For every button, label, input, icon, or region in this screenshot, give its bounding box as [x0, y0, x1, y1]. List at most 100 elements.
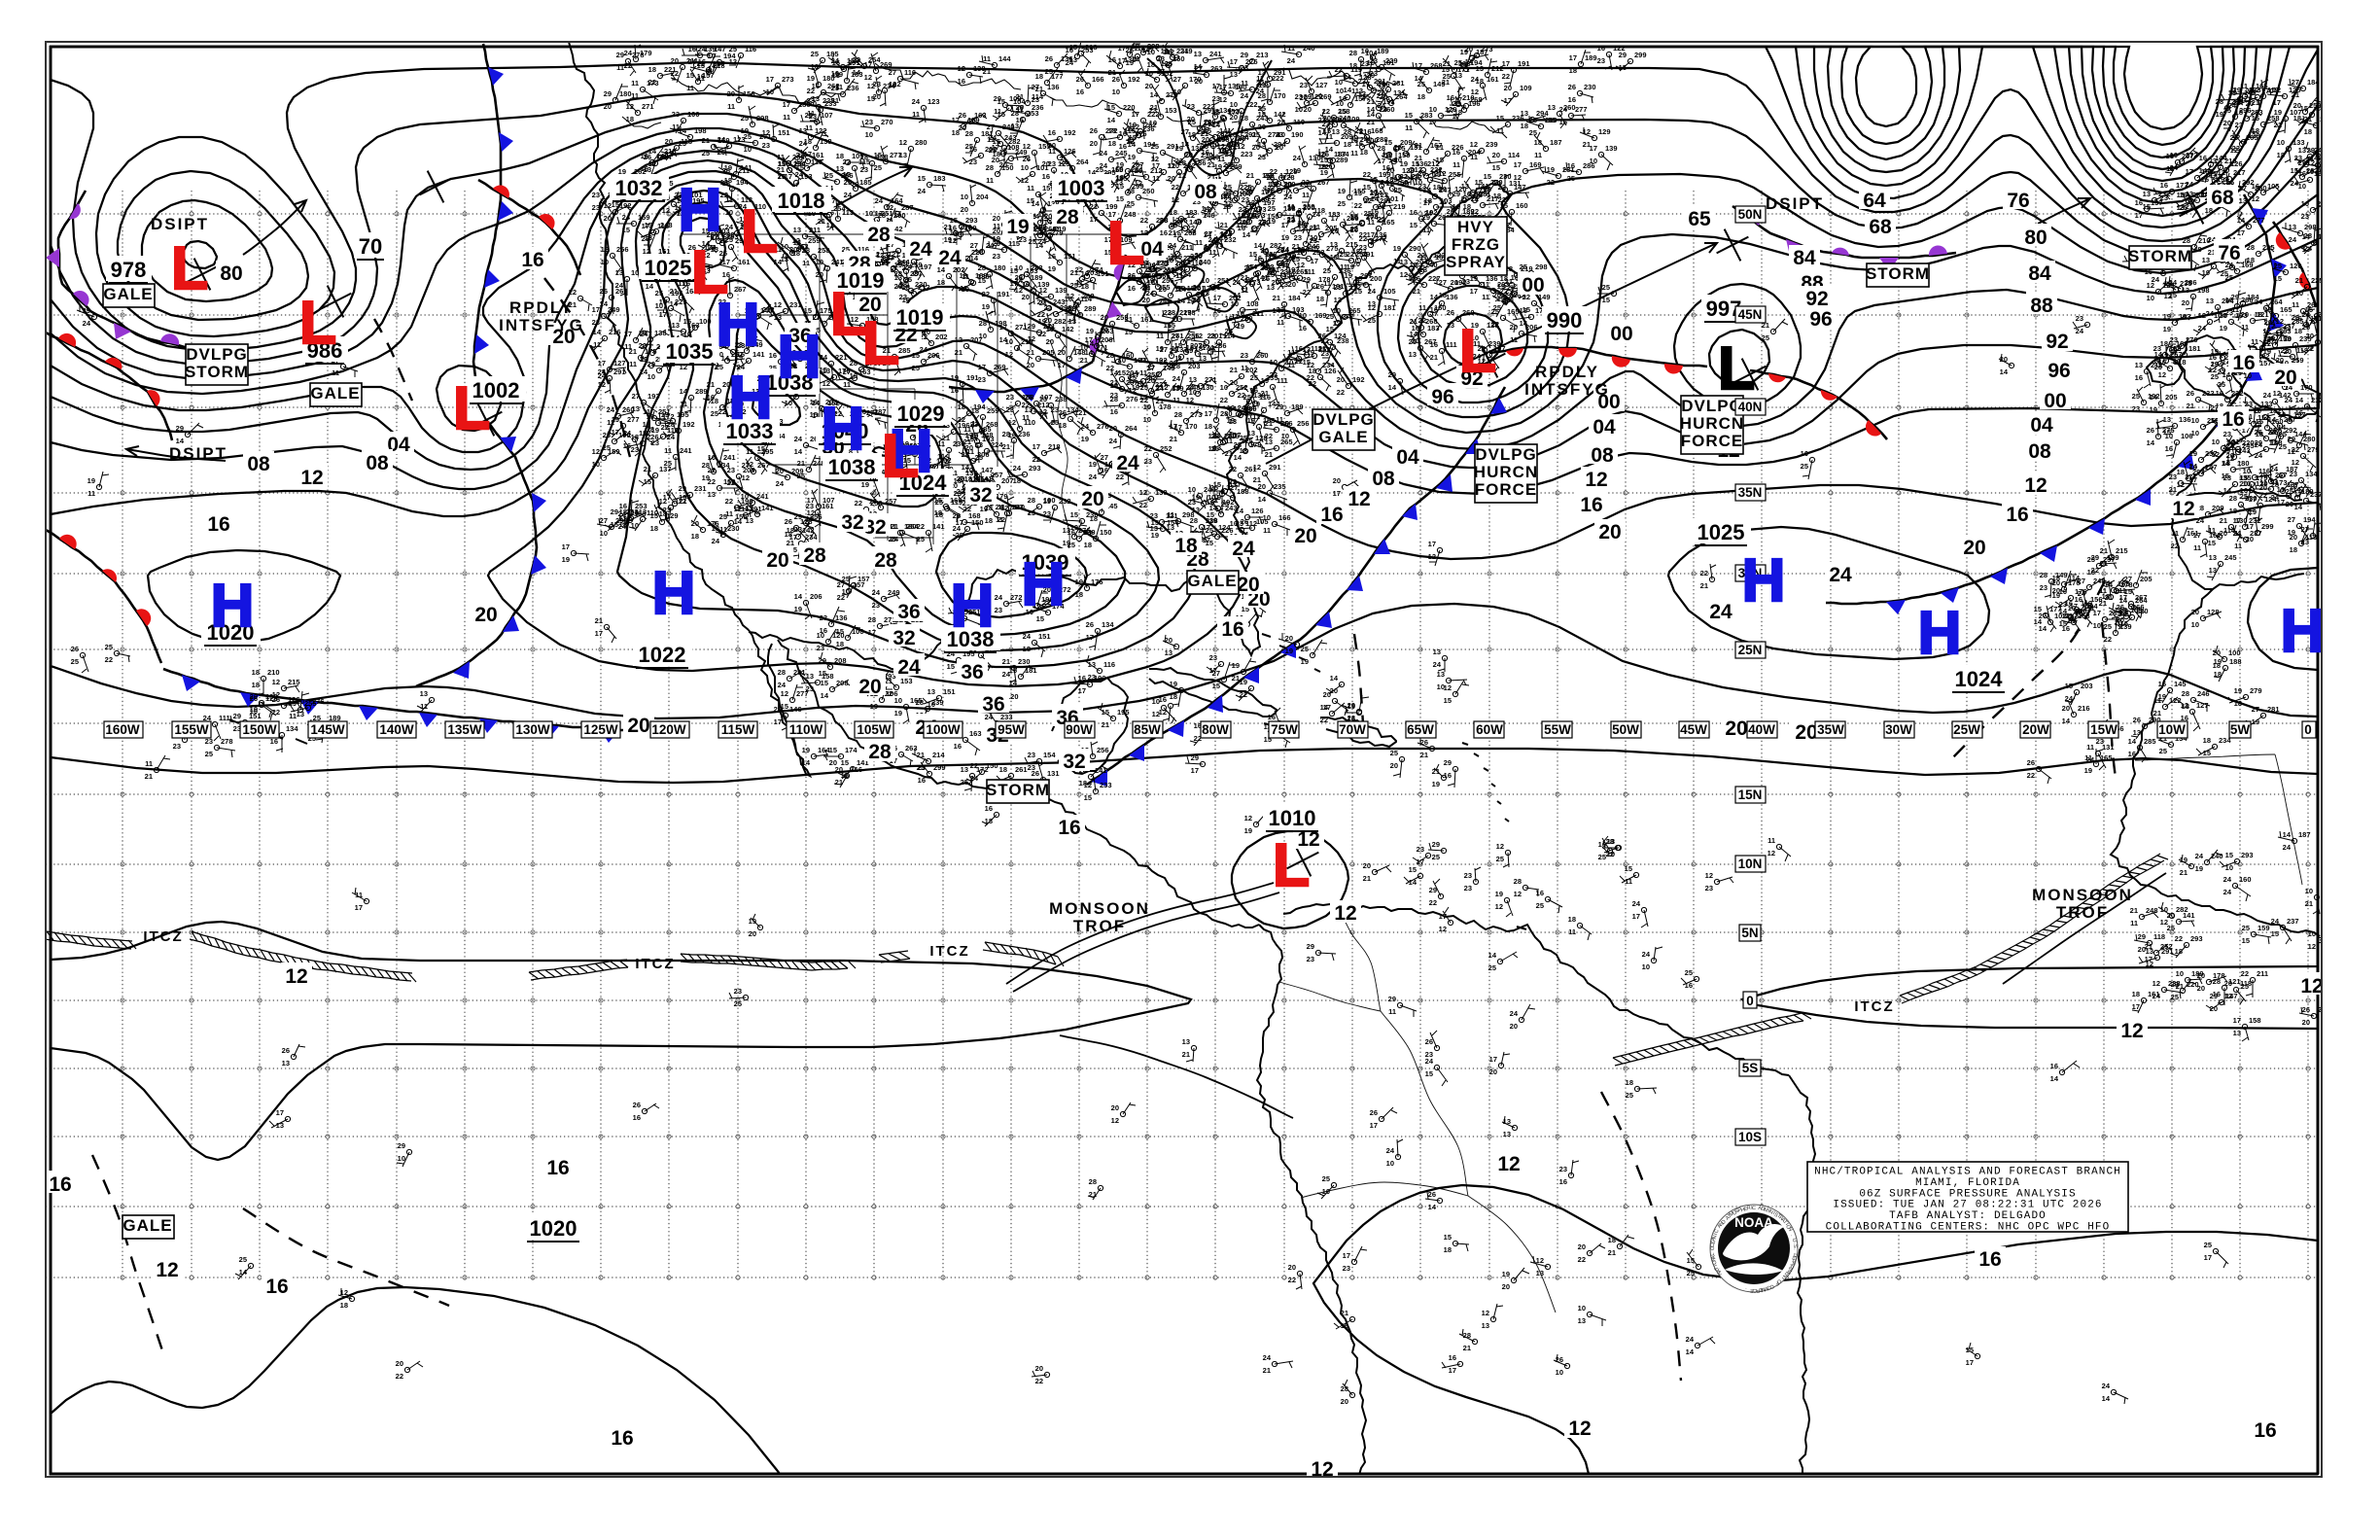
svg-text:21: 21 — [1410, 317, 1418, 326]
svg-text:17: 17 — [2237, 228, 2245, 237]
svg-text:13: 13 — [619, 520, 627, 529]
svg-text:107: 107 — [822, 496, 835, 505]
svg-text:122: 122 — [2169, 696, 2182, 705]
svg-text:20: 20 — [747, 305, 754, 314]
svg-text:11: 11 — [686, 84, 694, 92]
svg-text:15: 15 — [647, 412, 654, 421]
svg-text:11: 11 — [1195, 238, 1203, 247]
svg-text:172: 172 — [936, 457, 949, 466]
svg-text:28: 28 — [868, 615, 876, 624]
svg-text:189: 189 — [1585, 53, 1597, 62]
svg-text:11: 11 — [1152, 174, 1160, 183]
svg-text:17: 17 — [1343, 1251, 1350, 1260]
svg-text:25: 25 — [2302, 323, 2310, 332]
svg-text:137: 137 — [2287, 480, 2299, 489]
svg-text:10: 10 — [744, 145, 752, 154]
svg-text:119: 119 — [2267, 86, 2279, 94]
svg-text:17: 17 — [1378, 157, 1385, 165]
svg-text:25: 25 — [2104, 622, 2112, 631]
svg-text:22: 22 — [1032, 455, 1040, 464]
svg-text:25: 25 — [1529, 128, 1537, 137]
svg-text:15: 15 — [2242, 936, 2250, 945]
svg-text:16: 16 — [1410, 208, 1418, 217]
svg-text:126: 126 — [1064, 147, 1076, 156]
svg-text:11: 11 — [725, 509, 733, 518]
svg-text:19: 19 — [702, 473, 710, 482]
svg-text:130: 130 — [1253, 391, 1266, 400]
svg-text:21: 21 — [1265, 450, 1273, 459]
svg-text:21: 21 — [1608, 1248, 1616, 1257]
svg-text:25: 25 — [2159, 747, 2167, 755]
svg-text:24: 24 — [1109, 437, 1118, 445]
svg-text:12: 12 — [1514, 173, 1522, 182]
svg-text:16: 16 — [1119, 129, 1127, 138]
svg-text:13: 13 — [2186, 190, 2193, 198]
svg-text:25: 25 — [1394, 143, 1402, 152]
svg-text:291: 291 — [750, 505, 762, 513]
svg-text:24: 24 — [1425, 1057, 1434, 1066]
svg-text:260: 260 — [1256, 351, 1269, 360]
svg-text:11: 11 — [886, 216, 893, 225]
svg-text:15: 15 — [1687, 1256, 1695, 1265]
svg-text:10: 10 — [2277, 138, 2285, 147]
svg-text:21: 21 — [1225, 449, 1233, 458]
svg-text:10: 10 — [1143, 415, 1151, 424]
svg-text:15: 15 — [1084, 793, 1092, 802]
svg-text:25: 25 — [1250, 373, 1258, 382]
svg-text:11: 11 — [2086, 743, 2094, 752]
svg-text:126: 126 — [1251, 507, 1264, 515]
svg-text:27: 27 — [813, 313, 821, 322]
svg-text:25: 25 — [205, 750, 213, 758]
svg-text:291: 291 — [1269, 463, 1281, 472]
svg-text:12: 12 — [745, 319, 752, 328]
svg-text:159: 159 — [967, 116, 980, 124]
svg-text:286: 286 — [1214, 341, 1227, 350]
svg-text:18: 18 — [2290, 545, 2297, 554]
svg-text:212: 212 — [1150, 166, 1163, 175]
svg-text:172: 172 — [662, 412, 675, 421]
svg-text:25: 25 — [2279, 442, 2287, 451]
svg-text:281: 281 — [793, 668, 806, 677]
svg-text:11: 11 — [912, 110, 920, 119]
svg-text:11: 11 — [937, 439, 945, 448]
svg-text:225: 225 — [822, 96, 835, 105]
svg-text:21: 21 — [1220, 221, 1228, 229]
svg-text:10: 10 — [1386, 1159, 1394, 1168]
svg-text:24: 24 — [1510, 1009, 1519, 1018]
svg-text:277: 277 — [1575, 105, 1588, 114]
svg-text:12: 12 — [1333, 319, 1341, 328]
svg-text:28: 28 — [1028, 496, 1035, 505]
svg-text:22: 22 — [1139, 501, 1147, 509]
svg-text:227: 227 — [1428, 274, 1441, 283]
svg-text:147: 147 — [1514, 183, 1526, 192]
svg-text:18: 18 — [1084, 541, 1092, 549]
svg-text:13: 13 — [1354, 189, 1362, 197]
svg-text:14: 14 — [1344, 73, 1352, 82]
svg-text:11: 11 — [2251, 337, 2258, 346]
svg-text:29: 29 — [1388, 995, 1396, 1003]
svg-text:21: 21 — [1002, 657, 1010, 666]
svg-text:241: 241 — [723, 453, 736, 462]
svg-text:15: 15 — [1492, 163, 1500, 172]
svg-text:115: 115 — [1008, 239, 1020, 248]
svg-text:113: 113 — [635, 508, 647, 516]
svg-text:13: 13 — [1503, 1117, 1511, 1126]
svg-text:21: 21 — [2252, 98, 2259, 107]
svg-text:24: 24 — [1377, 79, 1385, 88]
svg-text:26: 26 — [1090, 126, 1098, 135]
svg-text:18: 18 — [1132, 42, 1139, 51]
svg-text:28: 28 — [1344, 127, 1351, 136]
svg-text:22: 22 — [1238, 391, 1245, 400]
svg-text:151: 151 — [1064, 252, 1076, 261]
svg-text:26: 26 — [1428, 1190, 1436, 1199]
svg-text:12: 12 — [2292, 458, 2299, 467]
svg-text:21: 21 — [670, 287, 678, 296]
svg-text:268: 268 — [986, 420, 998, 429]
svg-text:25: 25 — [825, 171, 833, 180]
svg-text:13: 13 — [2177, 203, 2185, 212]
svg-text:20: 20 — [2223, 119, 2231, 127]
svg-text:213: 213 — [678, 193, 690, 202]
svg-text:273: 273 — [782, 75, 794, 84]
svg-text:257: 257 — [2275, 471, 2288, 479]
svg-text:17: 17 — [592, 305, 600, 314]
